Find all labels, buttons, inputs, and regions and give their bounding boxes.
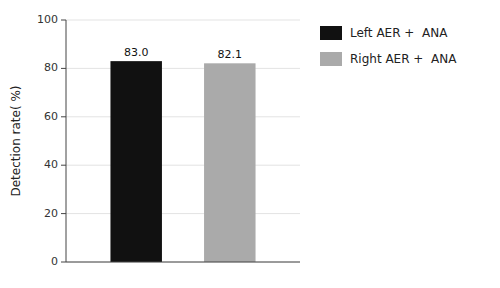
data-labels: 83.0 82.1 bbox=[124, 46, 242, 61]
grid-line bbox=[66, 165, 300, 166]
legend-swatch bbox=[320, 26, 342, 40]
bar bbox=[110, 61, 161, 262]
grid-line bbox=[66, 213, 300, 214]
x-axis-line bbox=[66, 262, 300, 263]
y-tick bbox=[61, 68, 66, 69]
bar bbox=[204, 63, 255, 262]
grid-line bbox=[66, 20, 300, 21]
y-tick-label: 60 bbox=[44, 110, 58, 123]
y-tick bbox=[61, 20, 66, 21]
y-tick-label: 0 bbox=[51, 255, 58, 268]
y-axis-line bbox=[66, 20, 67, 262]
legend-label: Right AER + ANA bbox=[350, 52, 457, 66]
legend-swatch bbox=[320, 52, 342, 66]
legend-label: Left AER + ANA bbox=[350, 26, 448, 40]
y-axis-label: Detection rate( %) bbox=[9, 85, 23, 196]
y-axis: 0 20 40 60 80 100 bbox=[37, 13, 300, 268]
y-tick bbox=[61, 165, 66, 166]
data-label: 82.1 bbox=[218, 48, 243, 61]
y-tick-label: 20 bbox=[44, 207, 58, 220]
y-tick-label: 100 bbox=[37, 13, 58, 26]
legend: Left AER + ANA Right AER + ANA bbox=[320, 26, 457, 67]
grid-line bbox=[66, 116, 300, 117]
data-label: 83.0 bbox=[124, 46, 149, 59]
grid-line bbox=[66, 68, 300, 69]
chart: 0 20 40 60 80 100 Detection rate( %) 83.0 82.1 Le… bbox=[0, 0, 500, 288]
grid-line bbox=[66, 262, 300, 263]
y-tick-label: 40 bbox=[44, 158, 58, 171]
bars bbox=[110, 61, 255, 262]
y-tick bbox=[61, 116, 66, 117]
y-tick bbox=[61, 213, 66, 214]
y-tick-label: 80 bbox=[44, 61, 58, 74]
y-tick bbox=[61, 262, 66, 263]
